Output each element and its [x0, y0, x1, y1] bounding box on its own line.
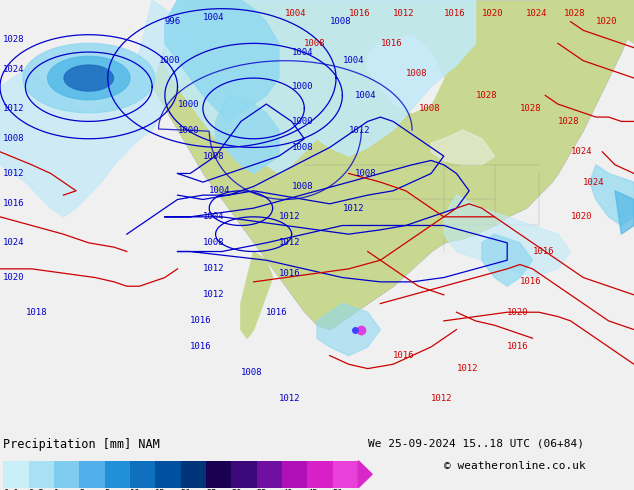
- Polygon shape: [590, 165, 634, 225]
- Polygon shape: [368, 35, 444, 113]
- Text: 1016: 1016: [190, 343, 212, 351]
- Text: 1016: 1016: [507, 343, 529, 351]
- Text: 1024: 1024: [571, 147, 592, 156]
- Polygon shape: [358, 461, 372, 488]
- Text: 1016: 1016: [444, 8, 465, 18]
- Text: 1016: 1016: [533, 247, 554, 256]
- Text: 1004: 1004: [355, 91, 377, 100]
- Text: 1028: 1028: [520, 104, 541, 113]
- Text: 1000: 1000: [158, 56, 180, 65]
- Bar: [105, 461, 130, 488]
- Text: 1008: 1008: [292, 143, 313, 152]
- Polygon shape: [431, 130, 495, 165]
- Text: 1016: 1016: [349, 8, 370, 18]
- Text: 1024: 1024: [583, 178, 605, 187]
- Polygon shape: [317, 304, 380, 356]
- Text: 1012: 1012: [3, 169, 25, 178]
- Text: 996: 996: [165, 17, 181, 26]
- Polygon shape: [216, 96, 279, 173]
- Text: 1012: 1012: [203, 265, 224, 273]
- Polygon shape: [165, 0, 279, 122]
- Text: We 25-09-2024 15..18 UTC (06+84): We 25-09-2024 15..18 UTC (06+84): [368, 438, 584, 448]
- Text: 1016: 1016: [279, 269, 301, 278]
- Text: 1008: 1008: [241, 368, 262, 377]
- Polygon shape: [444, 195, 571, 277]
- Bar: [231, 461, 257, 488]
- Text: 1000: 1000: [292, 82, 313, 91]
- Text: 1020: 1020: [596, 17, 618, 26]
- Text: 1012: 1012: [393, 8, 415, 18]
- Text: 1008: 1008: [406, 69, 427, 78]
- Polygon shape: [48, 56, 130, 100]
- Bar: [3, 461, 29, 488]
- Text: 1004: 1004: [203, 13, 224, 22]
- Text: 1012: 1012: [456, 364, 478, 373]
- Bar: [130, 461, 155, 488]
- Text: 1004: 1004: [292, 48, 313, 56]
- Text: 1028: 1028: [3, 34, 25, 44]
- Text: 1016: 1016: [520, 277, 541, 286]
- Text: 1020: 1020: [507, 308, 529, 317]
- Text: 1008: 1008: [292, 182, 313, 191]
- Bar: [181, 461, 206, 488]
- Text: 1008: 1008: [203, 238, 224, 247]
- Text: 1016: 1016: [380, 39, 402, 48]
- Text: 1000: 1000: [178, 99, 199, 109]
- Polygon shape: [64, 65, 113, 91]
- Text: 1024: 1024: [526, 8, 548, 18]
- Text: 1020: 1020: [482, 8, 503, 18]
- Text: 1012: 1012: [203, 291, 224, 299]
- Polygon shape: [241, 251, 273, 338]
- Polygon shape: [545, 0, 634, 44]
- Text: 1012: 1012: [279, 238, 301, 247]
- Text: 1016: 1016: [3, 199, 25, 208]
- Text: 1024: 1024: [3, 238, 25, 247]
- Text: 1028: 1028: [564, 8, 586, 18]
- Text: 1012: 1012: [279, 212, 301, 221]
- Text: 1016: 1016: [393, 351, 415, 360]
- Text: 1012: 1012: [3, 104, 25, 113]
- Text: 1008: 1008: [418, 104, 440, 113]
- Text: Precipitation [mm] NAM: Precipitation [mm] NAM: [3, 438, 160, 451]
- Polygon shape: [0, 0, 190, 217]
- Text: 1000: 1000: [292, 117, 313, 126]
- Text: © weatheronline.co.uk: © weatheronline.co.uk: [444, 461, 586, 471]
- Text: 1016: 1016: [266, 308, 288, 317]
- Text: 1008: 1008: [3, 134, 25, 143]
- Text: 1024: 1024: [3, 65, 25, 74]
- Polygon shape: [615, 191, 634, 234]
- Polygon shape: [165, 0, 476, 173]
- Bar: [307, 461, 333, 488]
- Text: 1012: 1012: [342, 204, 364, 213]
- Text: 1020: 1020: [571, 212, 592, 221]
- Bar: [257, 461, 282, 488]
- Bar: [206, 461, 231, 488]
- Text: 1028: 1028: [558, 117, 579, 126]
- Bar: [333, 461, 358, 488]
- Text: 1008: 1008: [330, 17, 351, 26]
- Bar: [54, 461, 79, 488]
- Text: 1004: 1004: [285, 8, 307, 18]
- Text: 1004: 1004: [209, 186, 231, 196]
- Text: 1018: 1018: [25, 308, 47, 317]
- Text: 1004: 1004: [203, 212, 224, 221]
- Text: 1020: 1020: [3, 273, 25, 282]
- Text: 1012: 1012: [279, 394, 301, 403]
- Text: 1012: 1012: [349, 125, 370, 135]
- Text: 1004: 1004: [342, 56, 364, 65]
- Bar: [29, 461, 54, 488]
- Text: 1008: 1008: [355, 169, 377, 178]
- Text: 1008: 1008: [304, 39, 326, 48]
- Bar: [282, 461, 307, 488]
- Text: 1016: 1016: [190, 317, 212, 325]
- Text: 1008: 1008: [203, 151, 224, 161]
- Polygon shape: [482, 234, 533, 286]
- Bar: [79, 461, 105, 488]
- Bar: [155, 461, 181, 488]
- Text: 1012: 1012: [431, 394, 453, 403]
- Polygon shape: [23, 44, 155, 113]
- Text: 1028: 1028: [476, 91, 497, 100]
- Text: 1000: 1000: [178, 125, 199, 135]
